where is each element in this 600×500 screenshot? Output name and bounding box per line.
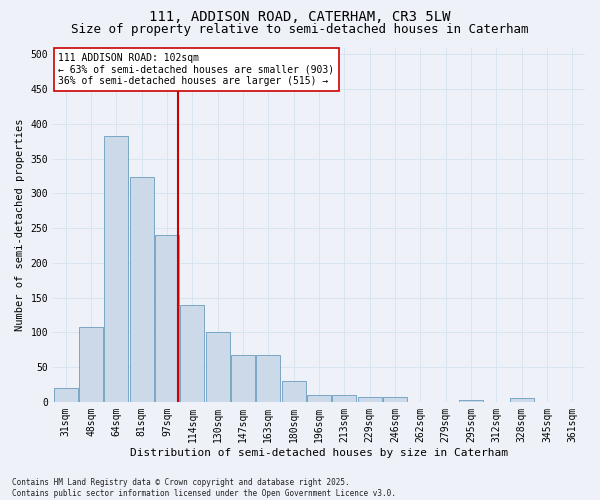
Text: Size of property relative to semi-detached houses in Caterham: Size of property relative to semi-detach… (71, 22, 529, 36)
Bar (79, 327, 103, 402)
Bar (509, 398, 534, 402)
Bar (332, 395, 356, 402)
Bar (155, 235, 179, 402)
Bar (181, 304, 205, 402)
Bar (206, 332, 230, 402)
Bar (231, 354, 255, 402)
Bar (256, 354, 280, 402)
Bar (307, 395, 331, 402)
Text: 111, ADDISON ROAD, CATERHAM, CR3 5LW: 111, ADDISON ROAD, CATERHAM, CR3 5LW (149, 10, 451, 24)
Bar (53, 388, 78, 402)
Bar (281, 381, 306, 402)
Bar (383, 397, 407, 402)
Bar (358, 397, 382, 402)
Bar (459, 400, 483, 402)
Text: 111 ADDISON ROAD: 102sqm
← 63% of semi-detached houses are smaller (903)
36% of : 111 ADDISON ROAD: 102sqm ← 63% of semi-d… (58, 53, 334, 86)
Text: Contains HM Land Registry data © Crown copyright and database right 2025.
Contai: Contains HM Land Registry data © Crown c… (12, 478, 396, 498)
Bar (104, 136, 128, 402)
Y-axis label: Number of semi-detached properties: Number of semi-detached properties (15, 118, 25, 331)
Bar (130, 178, 154, 402)
X-axis label: Distribution of semi-detached houses by size in Caterham: Distribution of semi-detached houses by … (130, 448, 508, 458)
